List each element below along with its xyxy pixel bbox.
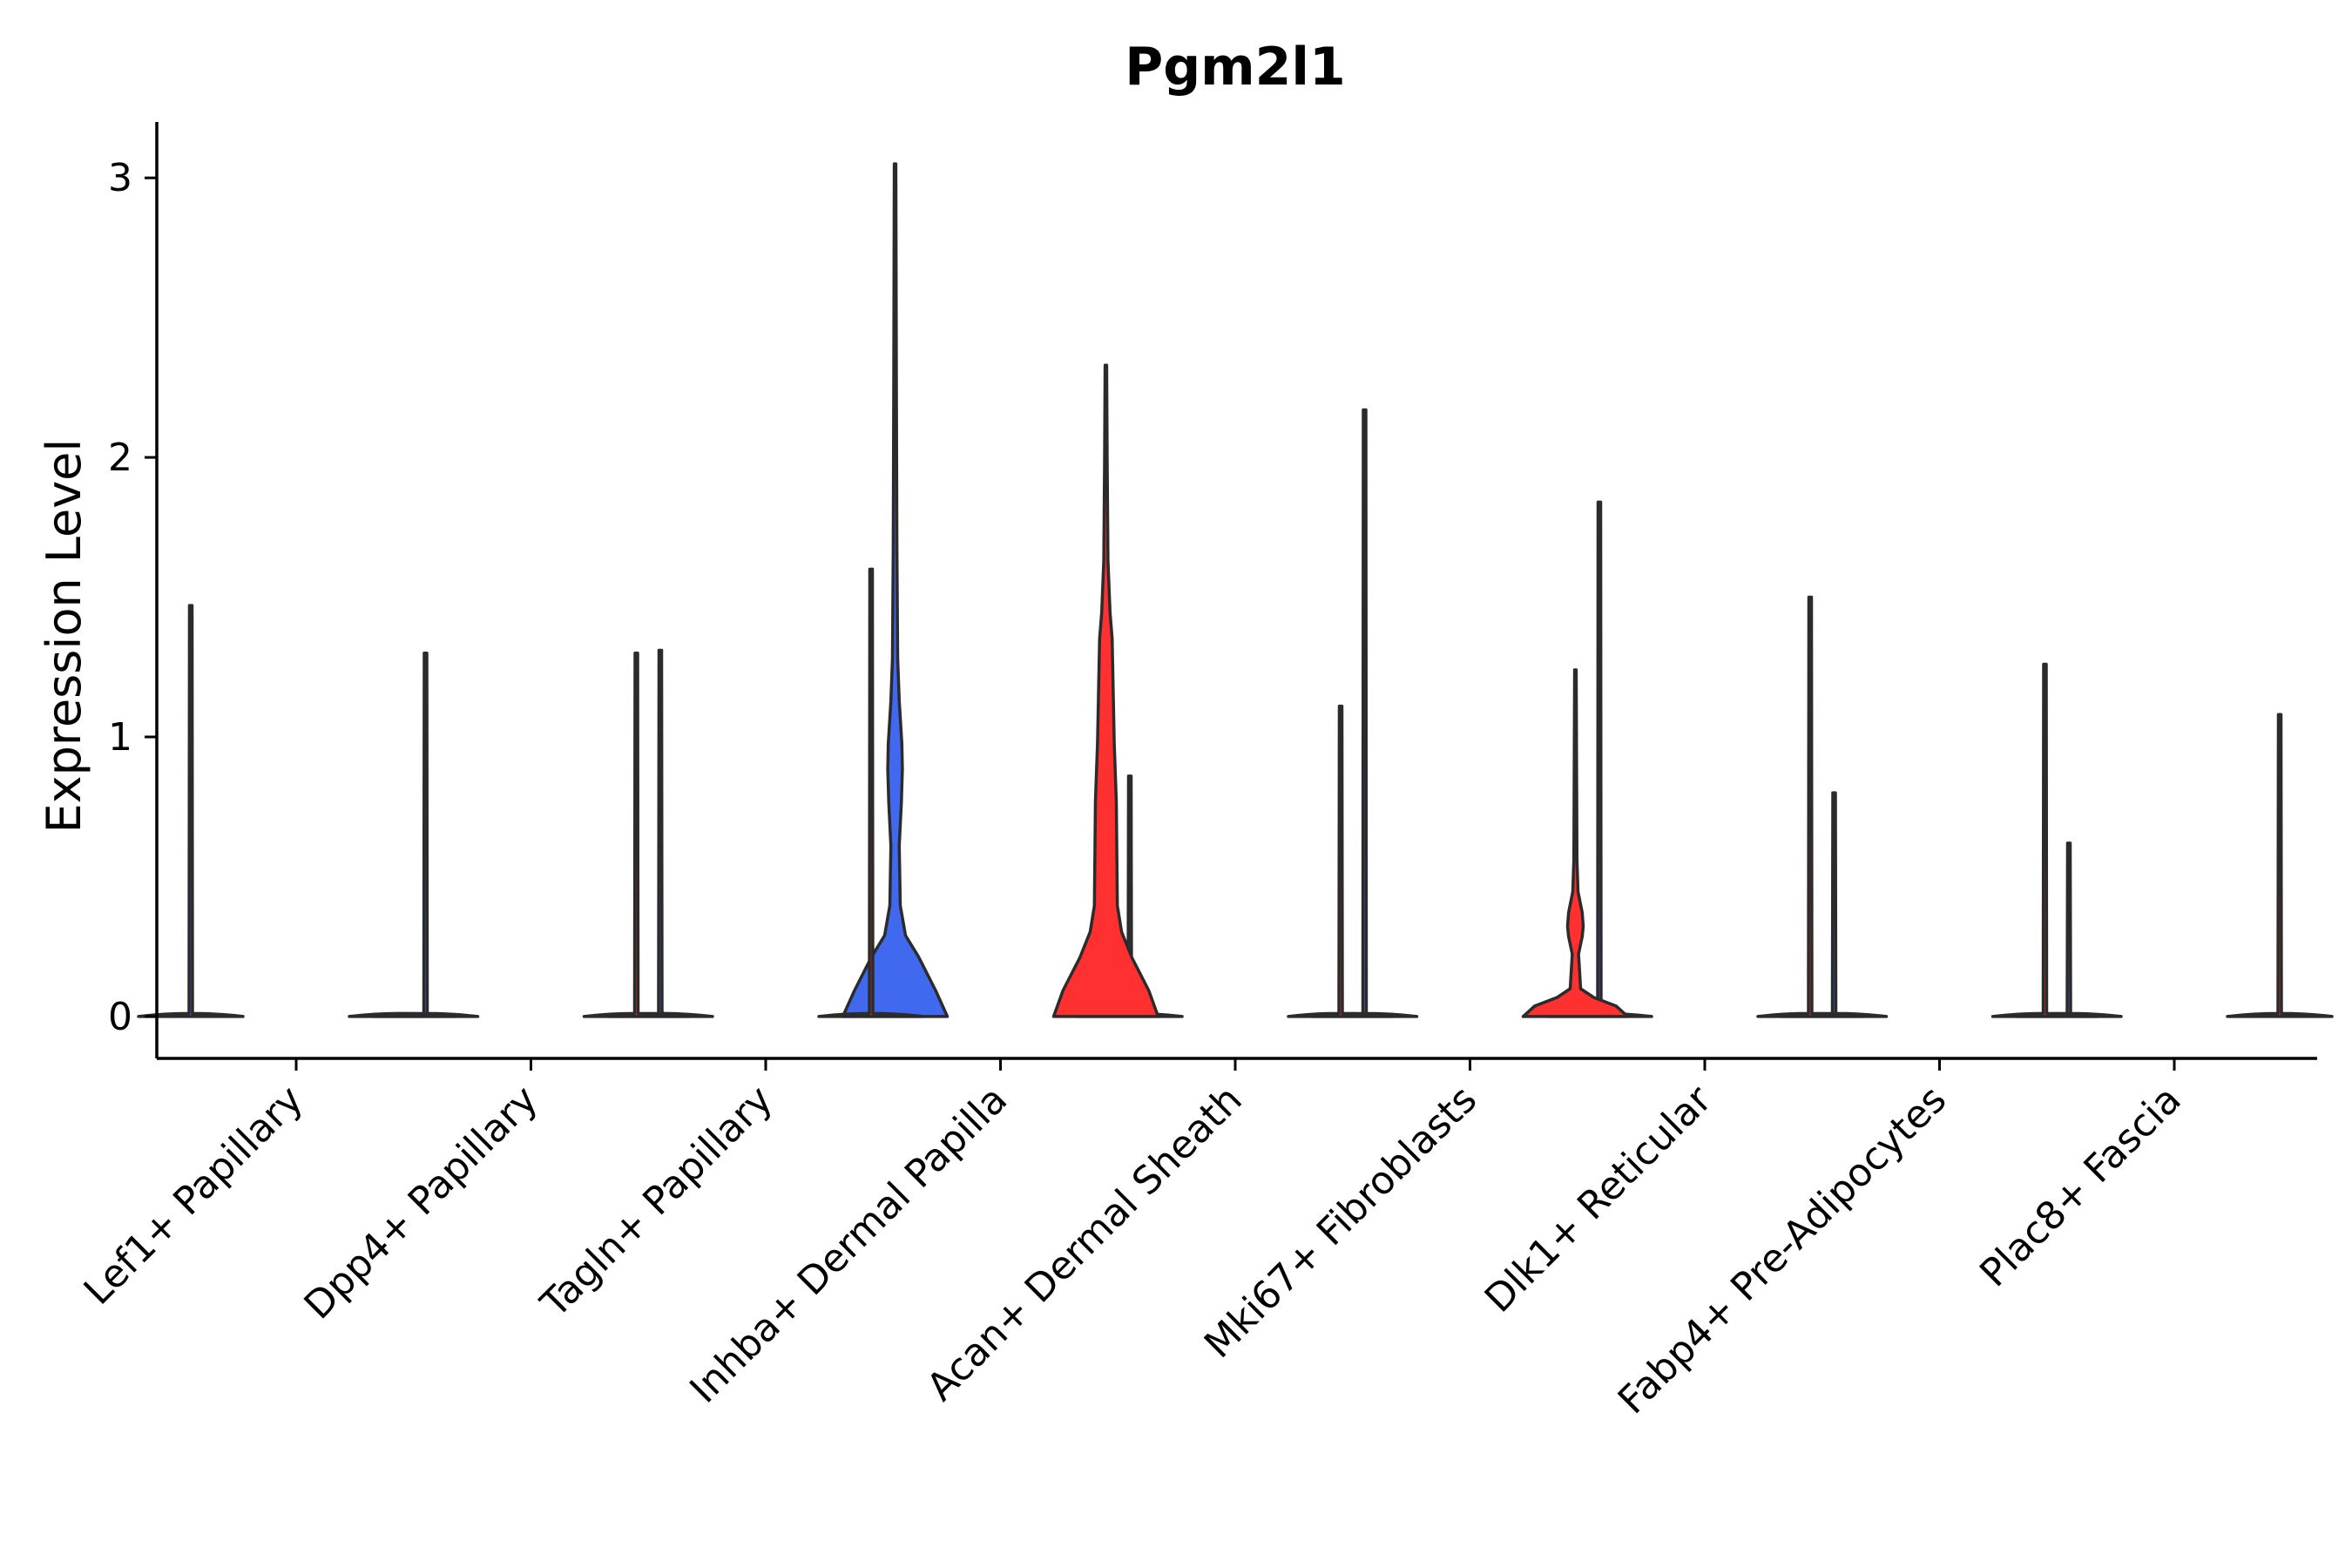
violin-6-series-2: [1521, 668, 1630, 1018]
y-tick-label: 2: [108, 436, 132, 480]
violin-1-series-1: [137, 604, 245, 1018]
x-tick-label: Lef1+ Papillary: [76, 1078, 312, 1314]
y-tick-label: 1: [108, 715, 132, 760]
x-tick-label: Dlk1+ Reticular: [1477, 1077, 1721, 1321]
violin-9-series-2: [2226, 713, 2334, 1018]
violin-5-series-2: [1287, 704, 1395, 1018]
violin-8-series-2: [1990, 662, 2099, 1018]
x-tick-label: Dpp4+ Papillary: [296, 1078, 547, 1328]
violin-1-series-2: [348, 1011, 456, 1018]
violins: [137, 162, 2334, 1018]
chart-title: Pgm2l1: [1125, 37, 1346, 98]
violin-4-series-1: [841, 162, 950, 1018]
y-axis-label: Expression Level: [37, 439, 91, 834]
violin-2-series-2: [582, 651, 691, 1018]
violin-9-series-1: [2015, 841, 2123, 1018]
violin-2-series-1: [371, 651, 480, 1018]
violin-8-series-1: [1780, 791, 1889, 1018]
x-tick-label: Tagln+ Papillary: [532, 1078, 781, 1327]
violin-3-series-2: [817, 567, 925, 1018]
violin-3-series-1: [606, 648, 714, 1018]
violin-7-series-1: [1545, 500, 1653, 1018]
violin-7-series-2: [1756, 595, 1864, 1018]
violin-6-series-1: [1310, 408, 1419, 1018]
x-tick-label: Plac8+ Fascia: [1971, 1078, 2190, 1296]
y-axis: 0 1 2 3: [108, 122, 159, 1058]
x-tick-label: Mki67+ Fibroblasts: [1196, 1078, 1485, 1367]
violin-4-series-2: [1051, 363, 1160, 1018]
y-tick-label: 0: [108, 995, 132, 1039]
y-tick-label: 3: [108, 156, 132, 200]
